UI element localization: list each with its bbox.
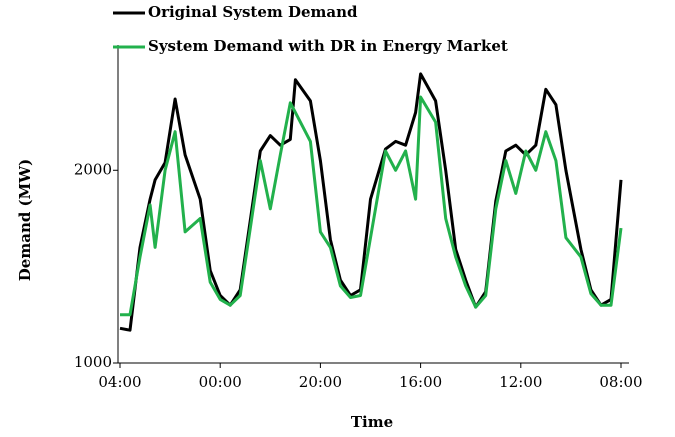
y-axis-label: Demand (MW) xyxy=(16,159,34,281)
x-tick-label: 08:00 xyxy=(599,373,642,391)
y-tick-label: 1000 xyxy=(74,353,112,371)
legend-label: Original System Demand xyxy=(148,3,358,21)
x-tick-label: 12:00 xyxy=(499,373,542,391)
x-tick-label: 16:00 xyxy=(399,373,442,391)
series-line xyxy=(120,95,623,317)
x-axis-label: Time xyxy=(351,413,393,431)
x-tick-label: 00:00 xyxy=(199,373,242,391)
series-line xyxy=(119,72,623,332)
legend-label: System Demand with DR in Energy Market xyxy=(148,37,508,55)
y-tick-label: 2000 xyxy=(74,160,112,178)
x-tick-label: 04:00 xyxy=(98,373,141,391)
x-tick-label: 20:00 xyxy=(299,373,342,391)
